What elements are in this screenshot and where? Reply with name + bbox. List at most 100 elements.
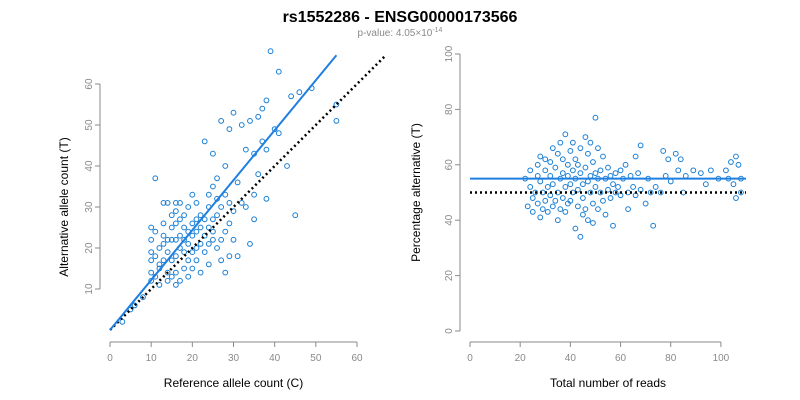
data-point [214,245,220,251]
data-point [539,206,546,213]
x-tick-label: 20 [187,353,199,364]
data-point [222,163,229,169]
data-point [214,175,220,182]
data-point [172,208,179,215]
right-scatter-panel: 0 20 40 60 80 100 0 20 40 60 80 100 Total number of … [409,45,746,390]
data-point [164,249,171,256]
data-point [189,265,196,272]
data-point [160,257,167,264]
data-point [275,130,282,137]
data-point [524,203,531,210]
y-tick-label: 0 [444,328,455,334]
data-point [181,249,188,256]
data-point [193,245,200,251]
fit-line [109,54,338,331]
data-point [595,145,601,152]
data-point [177,277,183,284]
data-point [234,179,241,186]
data-point [547,172,554,179]
x-axis-title: Reference allele count (C) [164,376,303,390]
data-point [562,131,569,138]
chart-title: rs1552286 - ENSG00000173566 [283,9,518,26]
data-point [682,172,689,179]
data-point [168,224,175,231]
data-point [197,224,204,231]
data-point [193,228,200,235]
data-point [210,236,216,243]
data-point [131,302,138,309]
data-point [263,97,270,104]
data-point [210,216,216,223]
data-point [602,211,609,218]
data-point [577,233,584,240]
data-point [610,181,616,188]
data-point [234,253,241,260]
data-point [537,214,544,221]
data-point [559,156,566,163]
data-point [177,232,183,239]
data-point [707,167,714,174]
data-point [569,139,576,146]
data-point [675,167,682,174]
data-point [172,282,179,288]
data-point [177,216,183,223]
data-point [549,203,556,210]
data-point [544,208,551,215]
data-point [595,206,601,213]
y-axis: 10 20 30 40 50 60 [84,78,101,295]
data-point [733,153,739,160]
data-point [592,170,599,177]
data-point [168,212,175,219]
data-point [226,126,233,133]
data-point [164,236,171,243]
data-point [168,257,175,264]
data-point [617,167,624,174]
data-point [201,249,208,256]
data-point [552,164,559,171]
data-point [197,241,204,247]
data-point [542,197,549,204]
data-point [559,170,566,177]
data-point [181,265,188,272]
data-point [572,156,579,163]
data-point [210,228,216,235]
data-point [210,183,216,190]
data-point [275,68,282,75]
data-point [733,195,739,201]
data-point [181,212,188,219]
data-point [574,186,581,193]
y-tick-label: 100 [444,45,455,62]
data-point [205,224,212,231]
data-point [642,200,649,207]
data-point [238,200,245,206]
data-point [288,93,295,100]
data-point [284,163,290,169]
data-point [259,105,266,112]
y-tick-label: 20 [444,270,455,282]
data-point [665,156,672,163]
data-point [580,195,586,201]
data-point [263,195,270,202]
data-point [160,241,167,247]
chart-subtitle: p-value: 4.05×10-14 [358,27,443,39]
x-tick-label: 60 [351,353,363,364]
data-point [577,170,584,177]
subtitle-prefix: p-value: [358,28,396,39]
data-point [172,236,179,243]
data-point [529,195,536,201]
y-axis-title: Percentage alternative (T) [409,123,423,262]
data-point [201,232,208,239]
x-tick-label: 30 [228,353,240,364]
data-point [662,172,669,179]
data-point [292,212,299,219]
data-point [544,184,551,190]
data-point [230,236,237,243]
x-tick-label: 40 [565,353,577,364]
data-point [630,184,636,190]
x-tick-label: 80 [665,353,677,364]
data-point [152,175,159,182]
data-point [218,204,225,210]
data-point [205,191,212,198]
data-point [549,181,556,188]
data-point [735,161,742,168]
